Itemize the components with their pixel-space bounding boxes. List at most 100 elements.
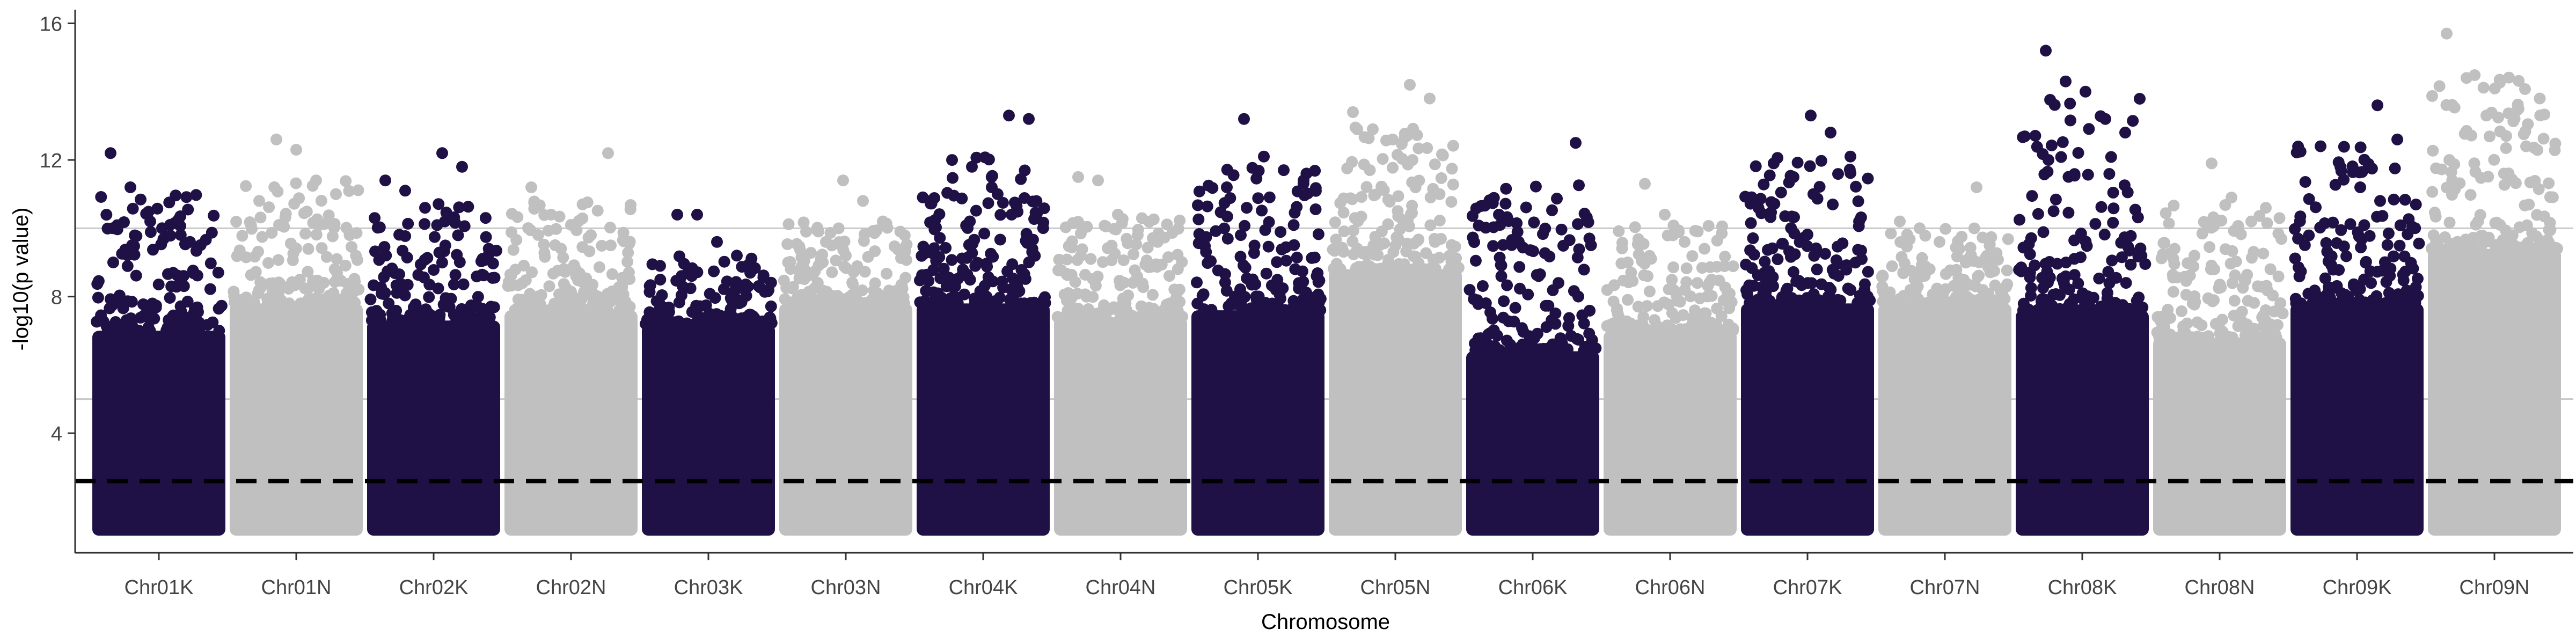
snp-point [1291, 251, 1303, 264]
snp-point [2241, 318, 2253, 331]
snp-point [2064, 97, 2076, 109]
top-hit-point [2245, 215, 2257, 228]
snp-point [1191, 276, 1203, 289]
snp-point [1986, 262, 1998, 275]
snp-point [213, 325, 225, 337]
snp-point [1499, 197, 1512, 210]
snp-point [1117, 254, 1130, 266]
snp-point [2344, 218, 2357, 230]
snp-point [2107, 217, 2119, 229]
snp-point [1850, 180, 1862, 193]
snp-point [2531, 209, 2543, 221]
snp-point [1065, 292, 1078, 304]
snp-point [2232, 320, 2244, 332]
snp-point [914, 274, 926, 287]
snp-point [1137, 281, 1150, 294]
series-Chr09K [2289, 99, 2425, 536]
snp-point [2201, 332, 2214, 343]
snp-point [1192, 237, 1205, 250]
snp-point [847, 278, 859, 290]
snp-point [1497, 311, 1510, 324]
snp-point [2544, 224, 2556, 237]
snp-point [2289, 223, 2301, 235]
snp-point [1256, 204, 1268, 217]
snp-point [946, 254, 958, 266]
snp-point [1803, 297, 1815, 309]
snp-point [622, 246, 634, 259]
snp-point [1363, 260, 1375, 272]
snp-point [2075, 304, 2087, 316]
snp-point [2171, 271, 2183, 283]
snp-point [130, 269, 142, 282]
snp-point [1141, 241, 1154, 254]
series-Chr05N [1327, 79, 1465, 536]
snp-point [1759, 255, 1771, 268]
snp-point [934, 232, 946, 244]
snp-point [1718, 260, 1731, 272]
snp-point [981, 297, 993, 310]
y-axis-title: -log10(p value) [9, 208, 33, 351]
series-Chr08N [2151, 157, 2289, 536]
snp-point [2299, 239, 2311, 251]
top-hit-point [585, 229, 597, 241]
snp-point [680, 317, 693, 330]
snp-point [1627, 275, 1639, 287]
snp-point [1823, 282, 1835, 294]
snp-point [302, 243, 314, 255]
snp-point [1467, 231, 1479, 244]
snp-point [1613, 225, 1625, 237]
snp-point [1192, 213, 1205, 225]
snp-point [1401, 129, 1414, 142]
snp-point [2107, 186, 2119, 199]
snp-point [366, 314, 378, 327]
snp-point [348, 273, 361, 285]
snp-point [1636, 318, 1649, 330]
snp-point [1312, 228, 1324, 240]
top-hit-point [711, 236, 723, 248]
snp-point [1815, 155, 1827, 167]
top-hit-point [545, 208, 557, 221]
snp-point [1845, 284, 1857, 296]
snp-point [1127, 248, 1139, 260]
snp-point [190, 245, 202, 257]
snp-point [2014, 214, 2025, 226]
snp-point [1500, 182, 1512, 195]
x-tick-label: Chr09N [2460, 576, 2530, 599]
snp-point [581, 304, 594, 317]
snp-point [1472, 332, 1484, 345]
snp-point [2318, 217, 2331, 229]
snp-point [2107, 202, 2120, 215]
snp-point [656, 289, 668, 301]
snp-point [2397, 268, 2409, 281]
snp-point [838, 236, 851, 247]
snp-point [1775, 186, 1787, 199]
snp-point [765, 276, 777, 289]
snp-point [1391, 263, 1403, 275]
snp-point [781, 238, 794, 250]
snp-point [1759, 273, 1772, 285]
snp-point [606, 268, 618, 280]
snp-point [934, 272, 947, 284]
snp-point [1023, 256, 1035, 268]
snp-point [795, 251, 808, 264]
snp-point [2460, 233, 2472, 246]
snp-point [1202, 179, 1214, 192]
snp-point [2035, 295, 2047, 308]
point-block-Chr04K [917, 303, 1050, 536]
snp-point [1085, 253, 1097, 265]
snp-point [567, 301, 579, 313]
snp-point [786, 282, 798, 295]
snp-point [2215, 281, 2227, 294]
snp-point [684, 282, 697, 295]
top-hit-point [946, 154, 958, 166]
snp-point [1038, 202, 1050, 215]
snp-point [1173, 310, 1184, 323]
snp-point [2543, 177, 2555, 189]
snp-point [779, 293, 791, 305]
snp-point [2388, 193, 2400, 206]
snp-point [1505, 345, 1517, 357]
top-hit-point [605, 239, 617, 252]
snp-point [979, 151, 991, 164]
snp-point [1813, 294, 1825, 306]
snp-point [1061, 253, 1073, 266]
